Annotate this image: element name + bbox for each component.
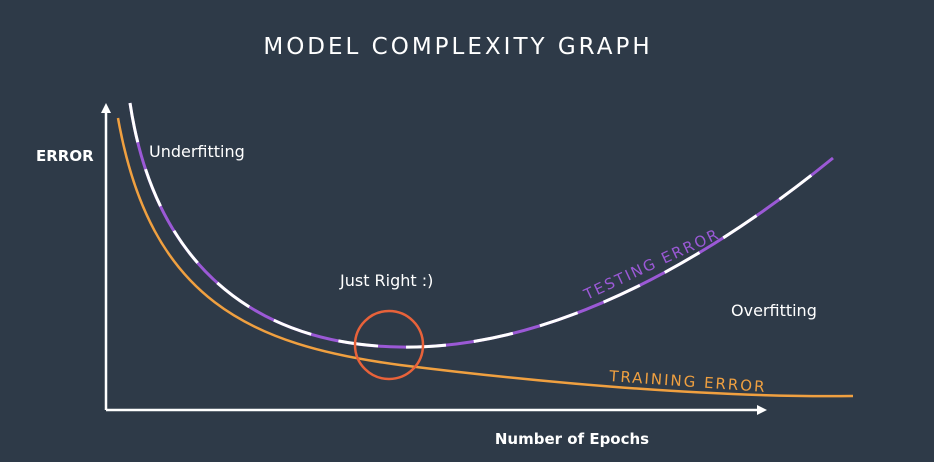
testing-error-label: TESTING ERROR bbox=[580, 225, 723, 304]
overfitting-label: Overfitting bbox=[731, 301, 817, 320]
just-right-label: Just Right :) bbox=[339, 271, 433, 290]
testing-error-curve-dashes bbox=[128, 102, 834, 349]
just-right-marker bbox=[353, 309, 425, 381]
testing-error-curve bbox=[128, 102, 834, 349]
diagram-title: MODEL COMPLEXITY GRAPH bbox=[263, 34, 652, 60]
underfitting-label: Underfitting bbox=[149, 142, 245, 161]
y-axis-label: ERROR bbox=[36, 147, 94, 165]
x-axis-label: Number of Epochs bbox=[495, 430, 649, 448]
training-error-curve bbox=[116, 117, 854, 398]
